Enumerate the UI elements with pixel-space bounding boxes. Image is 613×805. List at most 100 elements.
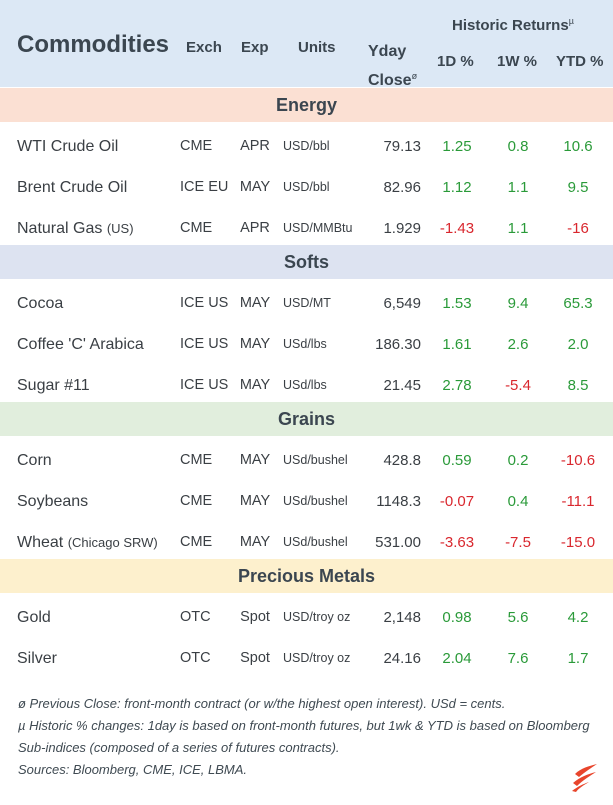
historic-label: Historic Returns bbox=[452, 17, 569, 34]
exchange-cell: CME bbox=[180, 220, 213, 236]
units-cell: USD/troy oz bbox=[283, 610, 351, 624]
col-header-historic-returns: Historic Returnsµ bbox=[452, 16, 574, 34]
close-cell: 531.00 bbox=[375, 534, 421, 551]
expiry-cell: MAY bbox=[239, 377, 271, 393]
commodity-name-text: Brent Crude Oil bbox=[17, 179, 128, 196]
close-cell: 6,549 bbox=[383, 295, 421, 312]
table-row: Cocoa ICE US MAY USD/MT 6,549 1.53 9.4 65.3 bbox=[0, 283, 613, 324]
return-1d-cell: 1.12 bbox=[442, 179, 472, 196]
exchange-cell: OTC bbox=[180, 609, 211, 625]
col-header-units: Units bbox=[298, 39, 336, 56]
close-cell: 1.929 bbox=[383, 220, 421, 237]
commodity-name-qualifier: (US) bbox=[106, 221, 134, 236]
exchange-cell: ICE US bbox=[180, 336, 229, 352]
exchange-cell: OTC bbox=[180, 650, 211, 666]
expiry-cell: APR bbox=[240, 138, 270, 154]
units-cell: USD/troy oz bbox=[283, 651, 351, 665]
return-1w-cell: 1.1 bbox=[507, 220, 529, 237]
table-row: Gold OTC Spot USD/troy oz 2,148 0.98 5.6 4.2 bbox=[0, 597, 613, 638]
commodity-name-text: Wheat bbox=[17, 534, 68, 551]
return-1w-cell: 0.4 bbox=[507, 493, 529, 510]
units-cell: USd/lbs bbox=[283, 337, 327, 351]
page-title: Commodities bbox=[17, 31, 170, 58]
units-cell: USD/bbl bbox=[283, 139, 330, 153]
section-header: Energy bbox=[0, 88, 613, 122]
commodity-name: Silver bbox=[17, 638, 57, 679]
return-1w-cell: 0.2 bbox=[507, 452, 529, 469]
yday-line1: Yday bbox=[368, 43, 407, 60]
table-row: Corn CME MAY USd/bushel 428.8 0.59 0.2 -10.6 bbox=[0, 440, 613, 481]
return-1w-cell: 7.6 bbox=[507, 650, 529, 667]
commodity-name-qualifier: (Chicago SRW) bbox=[67, 535, 158, 550]
return-ytd-cell: -10.6 bbox=[560, 452, 596, 469]
units-cell: USd/bushel bbox=[283, 453, 348, 467]
close-cell: 82.96 bbox=[383, 179, 421, 196]
col-header-exch: Exch bbox=[186, 39, 222, 56]
table-row: Sugar #11 ICE US MAY USd/lbs 21.45 2.78 -5.4 8.… bbox=[0, 365, 613, 406]
commodity-name: Coffee 'C' Arabica bbox=[17, 324, 144, 365]
historic-footnote-mark: µ bbox=[568, 16, 574, 26]
expiry-cell: MAY bbox=[239, 493, 271, 509]
exchange-cell: ICE US bbox=[180, 295, 229, 311]
return-1d-cell: 1.53 bbox=[442, 295, 472, 312]
flame-logo-icon bbox=[572, 764, 597, 792]
close-cell: 186.30 bbox=[375, 336, 421, 353]
close-cell: 428.8 bbox=[383, 452, 421, 469]
col-header-exp: Exp bbox=[241, 39, 269, 56]
exchange-cell: ICE US bbox=[180, 377, 229, 393]
col-header-1d: 1D % bbox=[437, 53, 474, 70]
footnote-previous-close: ø Previous Close: front-month contract (… bbox=[18, 696, 506, 711]
units-cell: USd/bushel bbox=[283, 494, 348, 508]
expiry-cell: MAY bbox=[239, 295, 271, 311]
commodity-name-text: Natural Gas bbox=[17, 220, 107, 237]
expiry-cell: MAY bbox=[239, 534, 271, 550]
close-cell: 21.45 bbox=[383, 377, 421, 394]
return-1d-cell: 2.78 bbox=[442, 377, 472, 394]
exchange-cell: CME bbox=[180, 493, 213, 509]
table-row: Silver OTC Spot USD/troy oz 24.16 2.04 7.6 1.7 bbox=[0, 638, 613, 679]
return-ytd-cell: 4.2 bbox=[567, 609, 589, 626]
footnotes: ø Previous Close: front-month contract (… bbox=[18, 693, 598, 781]
table-row: Wheat (Chicago SRW) CME MAY USd/bushel 531.0… bbox=[0, 522, 613, 563]
commodity-name: Cocoa bbox=[17, 283, 63, 324]
return-1w-cell: 2.6 bbox=[507, 336, 529, 353]
return-1w-cell: -7.5 bbox=[505, 534, 531, 551]
return-ytd-cell: 1.7 bbox=[567, 650, 589, 667]
return-1w-cell: 0.8 bbox=[507, 138, 529, 155]
close-cell: 2,148 bbox=[383, 609, 421, 626]
table-row: WTI Crude Oil CME APR USD/bbl 79.13 1.25 0.8 10… bbox=[0, 126, 613, 167]
yday-footnote-mark: ø bbox=[411, 71, 418, 81]
commodity-name-text: Sugar #11 bbox=[17, 377, 90, 394]
return-ytd-cell: 65.3 bbox=[563, 295, 593, 312]
return-ytd-cell: 2.0 bbox=[567, 336, 589, 353]
exchange-cell: ICE EU bbox=[180, 179, 229, 195]
expiry-cell: MAY bbox=[239, 179, 271, 195]
close-cell: 1148.3 bbox=[376, 493, 421, 510]
return-ytd-cell: -11.1 bbox=[561, 493, 595, 510]
return-1w-cell: 1.1 bbox=[507, 179, 529, 196]
expiry-cell: APR bbox=[240, 220, 270, 236]
col-header-ytd: YTD % bbox=[556, 53, 604, 70]
expiry-cell: MAY bbox=[239, 452, 271, 468]
exchange-cell: CME bbox=[180, 534, 213, 550]
commodity-name-text: Coffee 'C' Arabica bbox=[17, 336, 144, 353]
units-cell: USd/lbs bbox=[283, 378, 327, 392]
commodity-name: Gold bbox=[17, 597, 51, 638]
col-header-yday-close: Yday Closeø bbox=[368, 39, 417, 93]
units-cell: USD/bbl bbox=[283, 180, 330, 194]
footnote-historic-changes: µ Historic % changes: 1day is based on f… bbox=[18, 718, 590, 755]
return-1d-cell: 0.59 bbox=[442, 452, 472, 469]
units-cell: USD/MT bbox=[283, 296, 331, 310]
table-row: Soybeans CME MAY USd/bushel 1148.3 -0.07 0.4 -1… bbox=[0, 481, 613, 522]
return-1d-cell: 1.61 bbox=[442, 336, 472, 353]
commodity-name-text: WTI Crude Oil bbox=[17, 138, 119, 155]
return-ytd-cell: -15.0 bbox=[560, 534, 596, 551]
commodity-name: Brent Crude Oil bbox=[17, 167, 127, 208]
commodity-name-text: Cocoa bbox=[17, 295, 64, 312]
return-1d-cell: -0.07 bbox=[439, 493, 475, 510]
return-ytd-cell: 8.5 bbox=[567, 377, 589, 394]
section-header: Precious Metals bbox=[0, 559, 613, 593]
footnote-sources: Sources: Bloomberg, CME, ICE, LBMA. bbox=[18, 762, 248, 777]
return-1d-cell: -1.43 bbox=[439, 220, 475, 237]
return-1w-cell: 5.6 bbox=[507, 609, 529, 626]
